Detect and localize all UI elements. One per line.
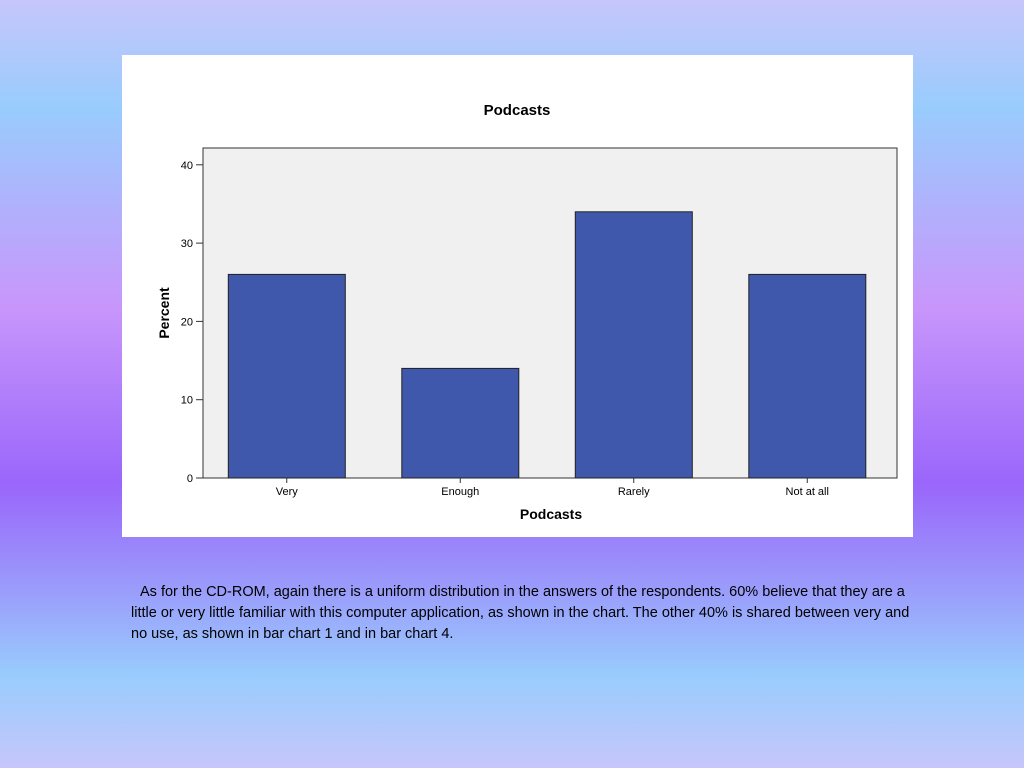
x-axis: Very Enough Rarely Not at all	[276, 478, 829, 498]
caption-text: As for the CD-ROM, again there is a unif…	[131, 584, 910, 642]
x-axis-label: Podcasts	[520, 506, 582, 522]
bar-chart: Podcasts 0 10 20 30 40 Very Enough Rarely Not a…	[156, 102, 898, 522]
bar-very	[227, 273, 346, 479]
x-tick-label: Enough	[441, 486, 479, 498]
x-tick-label: Very	[276, 486, 299, 498]
x-tick-label: Rarely	[618, 486, 650, 498]
bar-not-at-all	[748, 273, 867, 479]
x-tick-label: Not at all	[786, 486, 829, 498]
y-axis: 0 10 20 30 40	[181, 160, 203, 485]
y-tick-label: 0	[187, 473, 193, 485]
bars-group	[227, 211, 867, 479]
bar-enough	[401, 367, 520, 479]
y-tick-label: 10	[181, 395, 193, 407]
y-axis-label: Percent	[156, 287, 172, 339]
chart-panel: Podcasts 0 10 20 30 40 Very Enough Rarely Not a…	[122, 55, 913, 537]
y-tick-label: 40	[181, 160, 193, 172]
bar-rarely	[574, 211, 693, 479]
y-tick-label: 30	[181, 238, 193, 250]
y-tick-label: 20	[181, 316, 193, 328]
chart-title: Podcasts	[484, 102, 551, 119]
